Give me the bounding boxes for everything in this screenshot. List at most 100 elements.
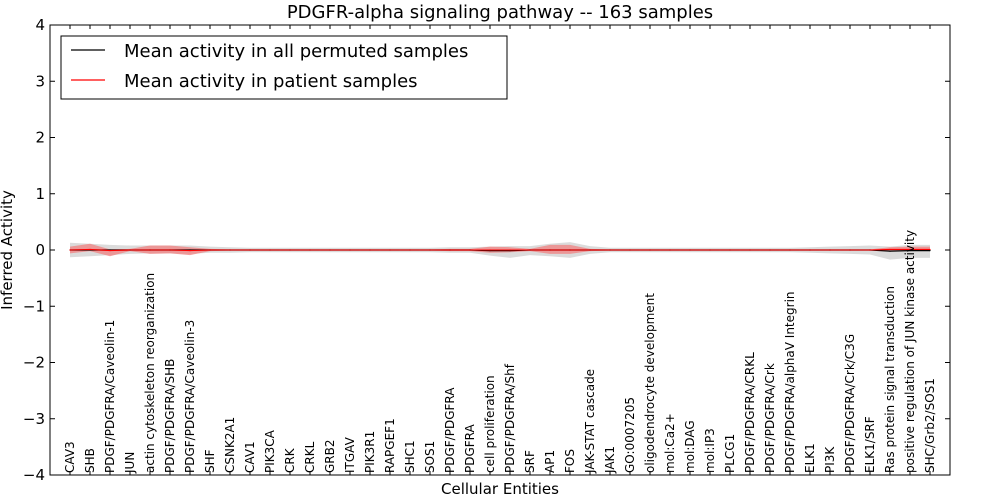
category-label: GO:0007205 bbox=[623, 397, 637, 473]
category-label: PDGF/PDGFRA/Caveolin-1 bbox=[103, 320, 117, 473]
point-series-2 bbox=[89, 248, 91, 251]
y-tick-label: −1 bbox=[23, 297, 45, 315]
category-label: CSNK2A1 bbox=[223, 417, 237, 473]
category-label: PDGF/PDGFRA/Crk bbox=[763, 363, 777, 473]
y-tick-label: 3 bbox=[35, 72, 45, 90]
point-series-2 bbox=[649, 249, 651, 251]
category-label: ELK1/SRF bbox=[863, 416, 877, 473]
point-series-2 bbox=[149, 249, 151, 251]
category-label: SRF bbox=[523, 450, 537, 473]
category-label: PLCG1 bbox=[723, 434, 737, 473]
point-series-2 bbox=[489, 249, 491, 251]
category-label: ITGAV bbox=[343, 436, 357, 473]
point-series-2 bbox=[409, 249, 411, 251]
point-series-2 bbox=[209, 249, 211, 251]
point-series-2 bbox=[469, 249, 471, 251]
legend: Mean activity in all permuted samples Me… bbox=[60, 35, 508, 100]
point-series-2 bbox=[529, 249, 531, 251]
point-series-2 bbox=[629, 249, 631, 251]
category-label: PDGF/PDGFRA/SHB bbox=[163, 359, 177, 473]
point-series-2 bbox=[589, 249, 591, 251]
y-tick-label: 2 bbox=[35, 129, 45, 147]
category-label: PDGF/PDGFRA bbox=[443, 387, 457, 473]
category-label: PDGF/PDGFRA/Crk/C3G bbox=[843, 334, 857, 473]
category-label: JAK-STAT cascade bbox=[583, 369, 597, 474]
point-series-2 bbox=[769, 249, 771, 251]
y-tick-label: 1 bbox=[35, 185, 45, 203]
category-label: FOS bbox=[563, 449, 577, 473]
point-series-2 bbox=[909, 248, 911, 251]
plot-frame bbox=[49, 24, 951, 476]
point-series-2 bbox=[789, 249, 791, 251]
category-label: PI3K bbox=[823, 446, 837, 473]
category-label: SHC1 bbox=[403, 440, 417, 473]
y-tick-label: −3 bbox=[23, 410, 45, 428]
category-label: JUN bbox=[123, 452, 137, 474]
series-lines bbox=[69, 248, 931, 252]
point-series-2 bbox=[429, 249, 431, 251]
y-tick-label: −4 bbox=[23, 466, 45, 484]
category-labels: CAV3 SHB PDGF/PDGFRA/Caveolin-1 JUN actin cy… bbox=[63, 230, 937, 474]
point-series-2 bbox=[289, 249, 291, 251]
category-label: mol:DAG bbox=[683, 420, 697, 473]
legend-label-patient: Mean activity in patient samples bbox=[124, 71, 418, 92]
point-series-2 bbox=[509, 249, 511, 251]
category-label: mol:IP3 bbox=[703, 428, 717, 473]
category-label: PDGF/PDGFRA/Shf bbox=[503, 363, 517, 473]
x-axis-ticks bbox=[69, 25, 931, 475]
category-label: SHC/Grb2/SOS1 bbox=[923, 378, 937, 473]
point-series-2 bbox=[549, 249, 551, 251]
category-label: PDGF/PDGFRA/Caveolin-3 bbox=[183, 320, 197, 473]
x-axis-label: Cellular Entities bbox=[441, 480, 559, 498]
point-series-1 bbox=[909, 249, 911, 252]
point-series-2 bbox=[369, 249, 371, 251]
category-label: actin cytoskeleton reorganization bbox=[143, 273, 157, 473]
legend-label-permuted: Mean activity in all permuted samples bbox=[124, 41, 468, 62]
point-series-2 bbox=[929, 248, 931, 251]
y-tick-label: −2 bbox=[23, 354, 45, 372]
point-series-2 bbox=[169, 249, 171, 251]
category-label: PDGF/PDGFRA/CRKL bbox=[743, 352, 757, 473]
category-label: JAK1 bbox=[603, 446, 617, 474]
point-series-2 bbox=[869, 249, 871, 251]
category-label: CRKL bbox=[303, 441, 317, 473]
category-label: mol:Ca2+ bbox=[663, 413, 677, 473]
point-series-2 bbox=[109, 249, 111, 252]
point-series-2 bbox=[329, 249, 331, 251]
category-label: CRK bbox=[283, 447, 297, 473]
point-series-2 bbox=[689, 249, 691, 251]
category-label: oligodendrocyte development bbox=[643, 293, 657, 473]
point-series-2 bbox=[389, 249, 391, 251]
line-series-2 bbox=[69, 248, 930, 252]
point-series-2 bbox=[609, 249, 611, 251]
point-series-1 bbox=[889, 250, 891, 252]
point-series-2 bbox=[829, 249, 831, 251]
point-series-2 bbox=[69, 249, 71, 251]
point-series-2 bbox=[849, 249, 851, 251]
category-label: Ras protein signal transduction bbox=[883, 286, 897, 473]
point-series-2 bbox=[809, 249, 811, 251]
category-label: SHB bbox=[83, 448, 97, 473]
point-series-2 bbox=[269, 249, 271, 251]
category-label: SHF bbox=[203, 449, 217, 473]
point-series-1 bbox=[929, 249, 931, 252]
point-series-2 bbox=[309, 249, 311, 251]
category-label: CAV3 bbox=[63, 441, 77, 473]
point-series-2 bbox=[349, 249, 351, 251]
category-label: PDGFRA bbox=[463, 423, 477, 473]
legend-box bbox=[60, 35, 508, 100]
point-series-2 bbox=[669, 249, 671, 251]
y-tick-label: 4 bbox=[35, 16, 45, 34]
point-series-2 bbox=[229, 249, 231, 251]
category-label: SOS1 bbox=[423, 441, 437, 473]
point-series-2 bbox=[189, 249, 191, 252]
category-label: RAPGEF1 bbox=[383, 418, 397, 473]
category-label: PIK3CA bbox=[263, 429, 277, 473]
chart-title: PDGFR-alpha signaling pathway -- 163 sam… bbox=[287, 2, 713, 23]
category-label: cell proliferation bbox=[483, 375, 497, 473]
point-series-2 bbox=[749, 249, 751, 251]
category-label: AP1 bbox=[543, 450, 557, 473]
category-label: GRB2 bbox=[323, 439, 337, 473]
category-label: PDGF/PDGFRA/alphaV Integrin bbox=[783, 291, 797, 473]
